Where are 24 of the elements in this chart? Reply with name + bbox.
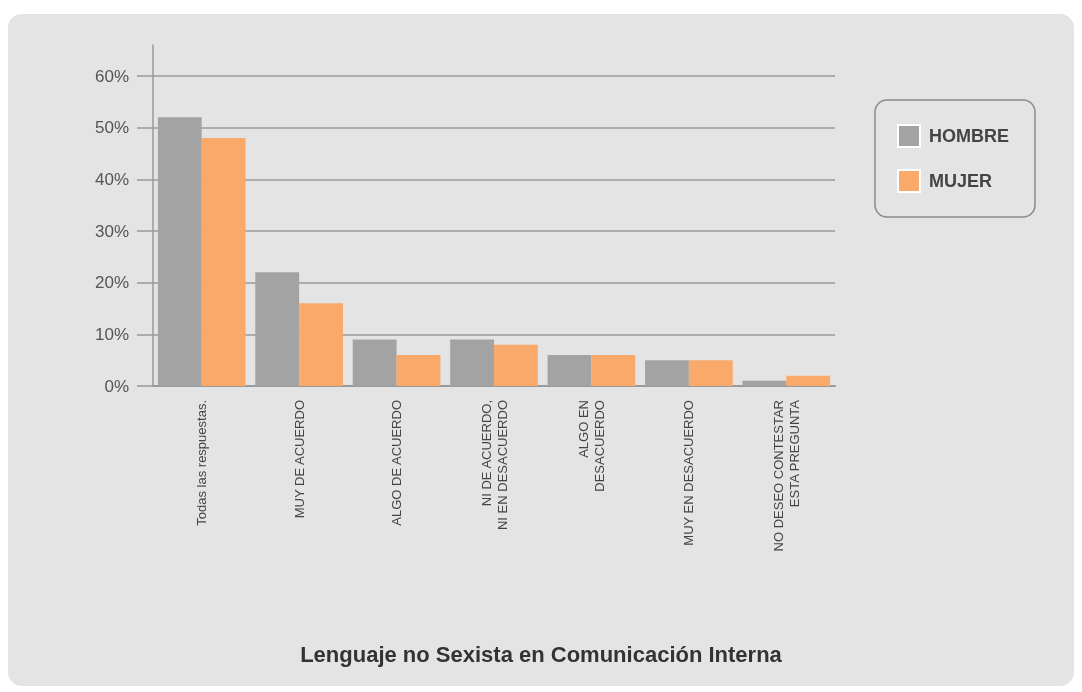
legend-label: HOMBRE <box>929 126 1009 146</box>
text: Lenguaje no Sexista en Comunicación Interna <box>300 641 783 667</box>
x-tick-label: MUY DE ACUERDO <box>291 400 307 519</box>
x-tick-label: MUY EN DESACUERDO <box>681 400 697 546</box>
y-tick-label: 20% <box>94 273 129 293</box>
x-tick-label: ALGO EN DESACUERDO <box>575 400 607 492</box>
y-tick-label: 60% <box>94 66 129 86</box>
bar <box>396 355 441 386</box>
x-tick-label: NO DESEO CONTESTAR ESTA PREGUNTA <box>770 399 802 552</box>
x-tick-label: ALGO DE ACUERDO <box>389 400 405 526</box>
x-tick-label: NI DE ACUERDO, NI EN DESACUERDO <box>478 400 510 531</box>
bar <box>494 344 538 386</box>
legend-label: MUJER <box>929 171 993 191</box>
y-tick-label: 30% <box>94 221 129 241</box>
bar <box>299 303 343 386</box>
y-tick-label: 0% <box>104 376 129 396</box>
bar <box>591 355 636 386</box>
y-tick-label: 50% <box>94 118 129 138</box>
bar <box>688 360 733 386</box>
x-tick-label: Todas las respuestas. <box>194 400 210 526</box>
bar <box>201 138 246 386</box>
y-tick-label: 10% <box>94 324 129 344</box>
y-tick-label: 40% <box>94 169 129 189</box>
bar <box>786 375 831 386</box>
